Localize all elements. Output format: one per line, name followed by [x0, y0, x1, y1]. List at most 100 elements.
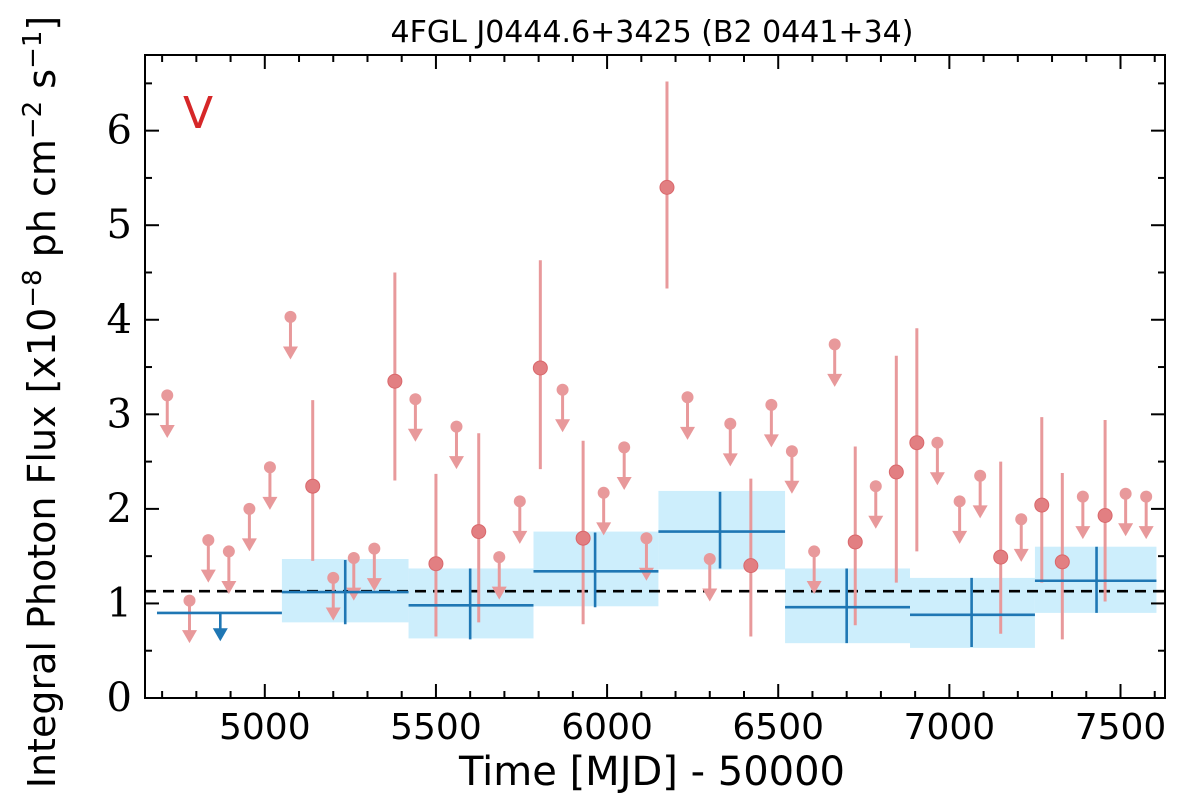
y-tick-label: 4: [107, 297, 132, 343]
variability-flag: V: [183, 88, 213, 139]
y-tick-label: 1: [107, 580, 132, 626]
monthly-flux-point: [532, 360, 548, 376]
monthly-upper-limit-arrow: [868, 515, 884, 529]
monthly-upper-limit-marker: [765, 398, 778, 411]
monthly-flux-point: [428, 556, 444, 572]
x-axis-label: Time [MJD] - 50000: [458, 749, 845, 795]
monthly-flux-point: [993, 549, 1009, 565]
monthly-upper-limit-arrow: [929, 472, 945, 486]
monthly-upper-limit-arrow: [763, 434, 779, 448]
monthly-upper-limit-marker: [974, 469, 987, 482]
monthly-upper-limit-arrow: [722, 453, 738, 467]
monthly-flux-point: [1034, 497, 1050, 513]
monthly-upper-limit-arrow: [200, 569, 216, 583]
y-tick-label: 5: [107, 202, 132, 248]
monthly-upper-limit-marker: [1076, 490, 1089, 503]
monthly-upper-limit-marker: [243, 502, 256, 515]
monthly-flux-point: [1097, 508, 1113, 524]
monthly-upper-limit-arrow: [1118, 523, 1134, 537]
y-axis-label: Integral Photon Flux [x10−8 ph cm−2 s−1]: [18, 16, 64, 789]
monthly-upper-limit-marker: [263, 461, 276, 474]
monthly-upper-limit-arrow: [512, 530, 528, 544]
monthly-upper-limit-arrow: [616, 476, 632, 490]
monthly-upper-limit-arrow: [1075, 526, 1091, 540]
monthly-upper-limit-marker: [202, 534, 215, 547]
x-tick-label: 5500: [390, 707, 482, 748]
monthly-upper-limit-marker: [1140, 490, 1153, 503]
yearly-error-band: [658, 490, 786, 570]
monthly-upper-limit-marker: [703, 552, 716, 565]
y-tick-label: 3: [107, 391, 132, 437]
monthly-upper-limit-marker: [493, 551, 506, 564]
monthly-flux-point: [743, 558, 759, 574]
monthly-upper-limit-arrow: [1138, 526, 1154, 540]
monthly-flux-point: [1054, 554, 1070, 570]
monthly-upper-limit-arrow: [972, 505, 988, 519]
monthly-flux-point: [888, 464, 904, 480]
monthly-upper-limit-arrow: [159, 424, 175, 438]
monthly-upper-limit-arrow: [407, 428, 423, 442]
monthly-upper-limit-arrow: [1013, 548, 1029, 562]
monthly-upper-limit-marker: [450, 420, 463, 433]
y-tick-label: 2: [107, 486, 132, 532]
monthly-upper-limit-arrow: [680, 426, 696, 440]
monthly-upper-limit-arrow: [366, 578, 382, 592]
monthly-flux-point: [659, 179, 675, 195]
monthly-flux-point: [305, 478, 321, 494]
yearly-upper-limit-arrow: [212, 628, 228, 642]
monthly-upper-limit-arrow: [221, 580, 237, 594]
monthly-upper-limit-arrow: [784, 480, 800, 494]
monthly-upper-limit-arrow: [241, 538, 257, 552]
axes-frame: [144, 54, 1166, 699]
y-tick-label: 0: [107, 675, 132, 721]
monthly-upper-limit-arrow: [282, 346, 298, 360]
monthly-upper-limit-marker: [222, 545, 235, 558]
x-tick-label: 6500: [732, 707, 824, 748]
monthly-upper-limit-marker: [724, 417, 737, 430]
monthly-upper-limit-arrow: [448, 456, 464, 470]
monthly-upper-limit-arrow: [806, 580, 822, 594]
monthly-upper-limit-marker: [597, 486, 610, 499]
monthly-upper-limit-marker: [327, 571, 340, 584]
monthly-upper-limit-marker: [513, 495, 526, 508]
monthly-upper-limit-marker: [409, 393, 422, 406]
monthly-flux-point: [909, 435, 925, 451]
monthly-upper-limit-marker: [869, 480, 882, 493]
x-tick-label: 5000: [219, 707, 311, 748]
monthly-upper-limit-arrow: [181, 630, 197, 644]
monthly-flux-point: [471, 524, 487, 540]
monthly-upper-limit-marker: [681, 391, 694, 404]
monthly-upper-limit-marker: [618, 441, 631, 454]
plot-area: 5000 5500 6000 6500 7000 7500 0 1 2 3 4 5 6: [107, 54, 1167, 748]
monthly-upper-limit-marker: [931, 436, 944, 449]
monthly-upper-limit-marker: [828, 338, 841, 351]
monthly-upper-limit-marker: [556, 383, 569, 396]
monthly-upper-limit-marker: [785, 445, 798, 458]
monthly-upper-limit-arrow: [262, 496, 278, 510]
monthly-upper-limit-marker: [1015, 513, 1028, 526]
monthly-upper-limit-marker: [368, 542, 381, 555]
monthly-upper-limit-arrow: [596, 522, 612, 536]
monthly-upper-limit-marker: [284, 310, 297, 323]
monthly-upper-limit-arrow: [702, 588, 718, 602]
x-tick-label: 6000: [561, 707, 653, 748]
monthly-upper-limit-arrow: [827, 373, 843, 387]
chart-title: 4FGL J0444.6+3425 (B2 0441+34): [391, 15, 914, 50]
y-tick-label: 6: [107, 108, 132, 154]
monthly-upper-limit-arrow: [555, 419, 571, 433]
monthly-upper-limit-marker: [183, 594, 196, 607]
monthly-upper-limit-arrow: [325, 607, 341, 621]
x-tick-label: 7500: [1075, 707, 1167, 748]
monthly-upper-limit-arrow: [491, 586, 507, 600]
monthly-upper-limit-marker: [953, 495, 966, 508]
axes: 5000 5500 6000 6500 7000 7500 0 1 2 3 4 5 6: [107, 54, 1167, 748]
monthly-upper-limit-marker: [161, 389, 174, 402]
monthly-upper-limit-marker: [347, 552, 360, 565]
monthly-upper-limit-marker: [1119, 487, 1132, 500]
monthly-flux-point: [847, 534, 863, 550]
x-tick-label: 7000: [904, 707, 996, 748]
monthly-flux-point: [575, 530, 591, 546]
monthly-upper-limit-arrow: [952, 530, 968, 544]
monthly-upper-limit-marker: [640, 532, 653, 545]
